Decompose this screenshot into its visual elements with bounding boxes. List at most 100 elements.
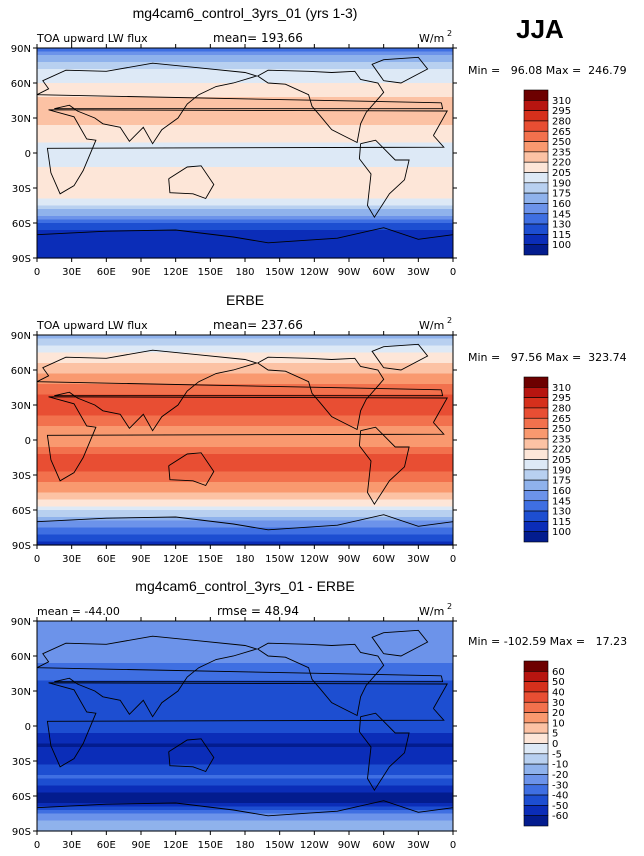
x-tick-label: 90W — [338, 554, 361, 565]
field-band — [37, 764, 453, 769]
colorbar-label: 145 — [552, 496, 571, 507]
colorbar-box — [523, 141, 549, 153]
coastline — [257, 642, 385, 717]
field-band — [37, 394, 453, 399]
units-label: W/m — [419, 605, 444, 618]
map-panel-1: mg4cam6_control_3yrs_01 (yrs 1-3) TOA upw… — [11, 5, 627, 278]
coastline — [168, 452, 215, 487]
units-superscript: 2 — [447, 602, 452, 611]
colorbar-label: 265 — [552, 414, 571, 425]
units-label: W/m — [419, 32, 444, 45]
y-tick-label: 30S — [12, 184, 31, 195]
coastline — [168, 738, 215, 773]
y-tick-label: 90N — [11, 617, 31, 628]
x-tick-label: 150W — [265, 840, 294, 851]
field-band — [37, 645, 453, 650]
field-band — [37, 205, 453, 210]
colorbar-box — [523, 428, 549, 440]
coastline — [358, 426, 410, 506]
map-field — [37, 48, 453, 259]
colorbar-box — [523, 815, 549, 827]
field-band — [37, 506, 453, 511]
field-band — [37, 677, 453, 682]
field-band — [37, 149, 453, 154]
x-tick-label: 60W — [372, 840, 395, 851]
x-tick-label: 30W — [407, 554, 430, 565]
colorbar-box — [523, 110, 549, 122]
colorbar-box — [523, 479, 549, 491]
field-band — [37, 813, 453, 818]
colorbar-label: -5 — [552, 749, 562, 760]
colorbar-box — [523, 438, 549, 450]
x-tick-label: 90E — [131, 267, 150, 278]
field-band — [37, 160, 453, 165]
field-band — [37, 111, 453, 116]
field-band — [37, 673, 453, 678]
y-tick-label: 90S — [12, 541, 31, 552]
colorbar-box — [523, 223, 549, 235]
field-band — [37, 757, 453, 762]
field-band — [37, 366, 453, 371]
field-band — [37, 492, 453, 497]
field-band — [37, 684, 453, 689]
field-band — [37, 349, 453, 354]
field-band — [37, 475, 453, 480]
colorbar-box — [523, 743, 549, 755]
colorbar-label: 295 — [552, 106, 571, 117]
field-band — [37, 139, 453, 144]
y-tick-label: 0 — [25, 149, 31, 160]
field-band — [37, 65, 453, 70]
field-band — [37, 747, 453, 752]
field-band — [37, 335, 453, 340]
colorbar-box — [523, 531, 549, 543]
field-band — [37, 370, 453, 375]
field-band — [37, 48, 453, 53]
field-band — [37, 482, 453, 487]
colorbar-label: 235 — [552, 434, 571, 445]
field-band — [37, 86, 453, 91]
field-band — [37, 461, 453, 466]
panels: mg4cam6_control_3yrs_01 (yrs 1-3) TOA upw… — [11, 5, 627, 851]
field-band — [37, 244, 453, 249]
field-band — [37, 534, 453, 539]
field-band — [37, 58, 453, 63]
field-band — [37, 820, 453, 825]
colorbar-label: 220 — [552, 445, 571, 456]
coastline — [46, 109, 448, 195]
colorbar-label: 20 — [552, 708, 565, 719]
colorbar-label: 250 — [552, 424, 571, 435]
colorbar-label: -40 — [552, 791, 568, 802]
x-tick-label: 180 — [235, 554, 254, 565]
coastline — [36, 514, 454, 531]
colorbar-box — [523, 784, 549, 796]
field-band — [37, 520, 453, 525]
field-band — [37, 170, 453, 175]
field-band — [37, 436, 453, 441]
field-band — [37, 408, 453, 413]
field-band — [37, 796, 453, 801]
colorbar-label: 280 — [552, 116, 571, 127]
colorbar-label: 5 — [552, 729, 558, 740]
field-band — [37, 167, 453, 172]
field-band — [37, 209, 453, 214]
colorbar-label: -10 — [552, 760, 568, 771]
field-band — [37, 174, 453, 179]
field-band — [37, 69, 453, 74]
field-band — [37, 377, 453, 382]
map-field — [37, 621, 453, 832]
center-label: mean= 193.66 — [213, 31, 303, 45]
field-band — [37, 226, 453, 231]
coastline — [371, 343, 429, 371]
colorbar-box — [523, 213, 549, 225]
field-band — [37, 93, 453, 98]
field-band — [37, 338, 453, 343]
colorbar-label: 100 — [552, 527, 571, 538]
colorbar-label: 190 — [552, 178, 571, 189]
minmax-label: Min = 96.08 Max = 246.79 — [468, 64, 627, 77]
colorbar-box — [523, 89, 549, 101]
field-band — [37, 79, 453, 84]
coastline — [36, 635, 444, 718]
field-band — [37, 429, 453, 434]
colorbar-box — [523, 510, 549, 522]
